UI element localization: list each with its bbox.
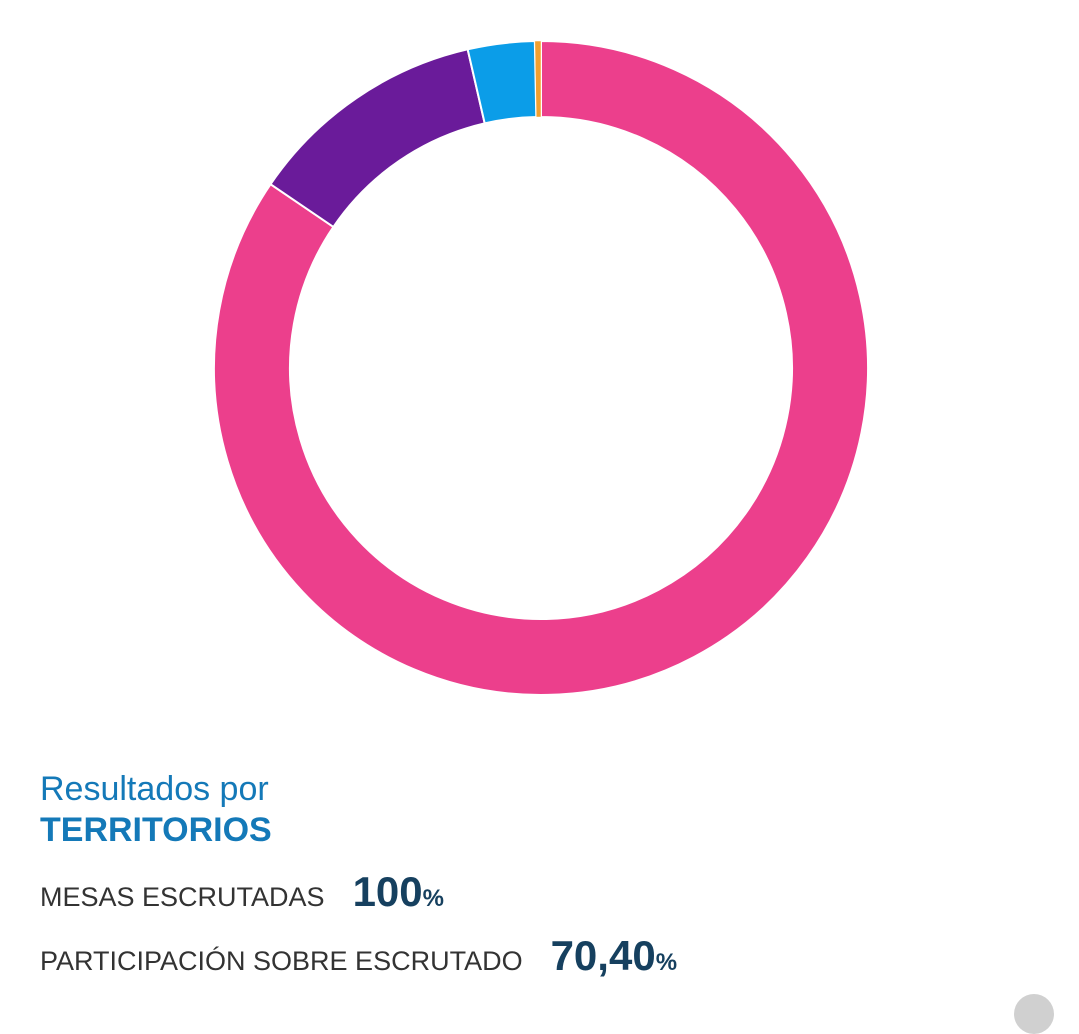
heading-line-2: TERRITORIOS <box>40 811 272 849</box>
stat-value: 70,40 <box>550 932 656 979</box>
stat-unit: % <box>422 885 444 912</box>
results-donut-chart <box>213 39 869 696</box>
stat-unit: % <box>655 949 678 976</box>
stat-label: MESAS ESCRUTADAS <box>40 882 325 912</box>
stat-value: 100 <box>352 868 423 915</box>
stat-mesas-escrutadas: MESAS ESCRUTADAS 100 % <box>40 868 444 916</box>
donut-slice-2[interactable] <box>269 48 486 229</box>
stat-label: PARTICIPACIÓN SOBRE ESCRUTADO <box>40 946 523 976</box>
donut-slice-4[interactable] <box>534 40 542 118</box>
scroll-top-button[interactable] <box>1014 994 1054 1034</box>
stat-participacion: PARTICIPACIÓN SOBRE ESCRUTADO 70,40 % <box>40 932 677 980</box>
heading-line-1: Resultados por <box>40 770 269 808</box>
donut-slice-1[interactable] <box>213 39 869 696</box>
